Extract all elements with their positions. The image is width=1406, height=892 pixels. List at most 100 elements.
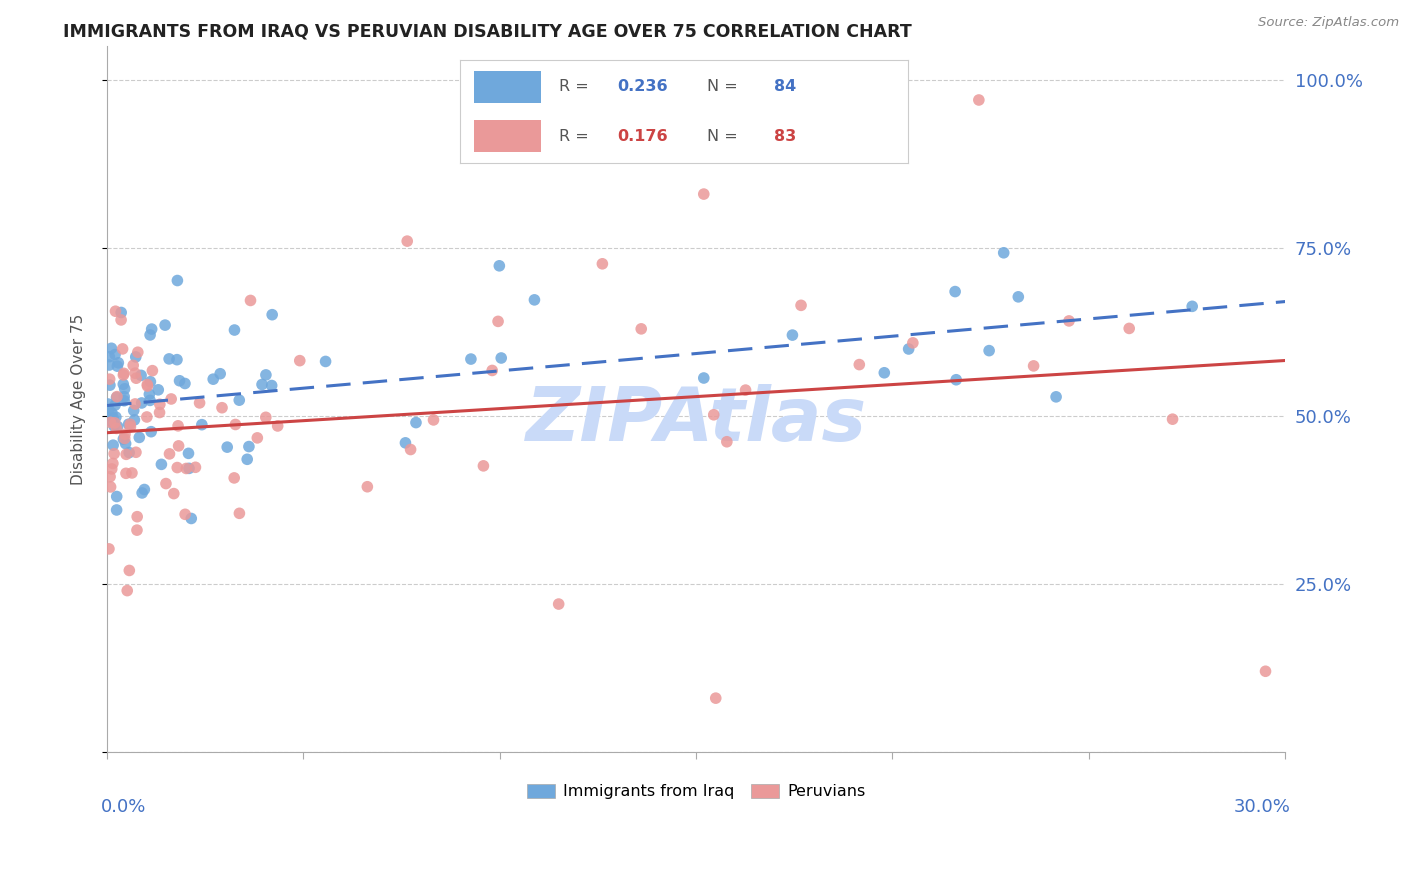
Point xyxy=(112,393,135,408)
Point xyxy=(481,363,503,377)
Text: Source: ZipAtlas.com: Source: ZipAtlas.com xyxy=(1258,16,1399,29)
Point xyxy=(124,397,146,411)
Point xyxy=(103,419,125,434)
Point xyxy=(224,471,246,485)
Point xyxy=(125,523,148,537)
Point xyxy=(188,396,211,410)
Point xyxy=(112,432,135,446)
Point xyxy=(104,304,127,318)
Point xyxy=(107,419,129,434)
Point xyxy=(399,442,422,457)
Point xyxy=(139,327,162,342)
Point xyxy=(873,366,896,380)
Point xyxy=(166,352,188,367)
Point xyxy=(110,313,132,327)
Point xyxy=(97,397,120,411)
Point xyxy=(98,350,121,364)
Point xyxy=(120,419,142,434)
Point xyxy=(98,414,121,428)
Point xyxy=(254,368,277,382)
Point xyxy=(124,366,146,380)
Point xyxy=(122,403,145,417)
Point xyxy=(101,406,124,420)
Point xyxy=(104,410,127,425)
Point xyxy=(180,511,202,525)
Point xyxy=(141,364,163,378)
Legend: Immigrants from Iraq, Peruvians: Immigrants from Iraq, Peruvians xyxy=(519,776,873,807)
Point xyxy=(129,368,152,383)
Point xyxy=(209,367,232,381)
Point xyxy=(288,353,311,368)
Point xyxy=(993,245,1015,260)
Point xyxy=(112,367,135,381)
Point xyxy=(125,445,148,459)
Point xyxy=(114,382,136,396)
Point xyxy=(125,371,148,385)
Point xyxy=(254,410,277,425)
Point xyxy=(211,401,233,415)
Point xyxy=(131,486,153,500)
Point xyxy=(315,354,337,368)
Point xyxy=(104,347,127,361)
Point xyxy=(489,351,512,365)
Point xyxy=(236,452,259,467)
Point xyxy=(107,356,129,370)
Point xyxy=(136,379,159,393)
Point xyxy=(153,318,176,332)
Text: IMMIGRANTS FROM IRAQ VS PERUVIAN DISABILITY AGE OVER 75 CORRELATION CHART: IMMIGRANTS FROM IRAQ VS PERUVIAN DISABIL… xyxy=(63,22,912,40)
Point xyxy=(1254,665,1277,679)
Point xyxy=(356,480,378,494)
Point xyxy=(139,393,162,408)
Point xyxy=(703,408,725,422)
Point xyxy=(262,308,284,322)
Point xyxy=(136,377,159,392)
Point xyxy=(101,438,124,452)
Point xyxy=(167,418,190,433)
Point xyxy=(103,447,125,461)
Text: 30.0%: 30.0% xyxy=(1234,797,1291,816)
Point xyxy=(174,376,197,391)
Point xyxy=(111,342,134,356)
Point xyxy=(167,439,190,453)
Point xyxy=(166,273,188,287)
Point xyxy=(174,461,197,475)
Point xyxy=(224,417,246,432)
Point xyxy=(127,509,149,524)
Point xyxy=(897,342,920,356)
Point xyxy=(157,351,180,366)
Point xyxy=(266,419,288,434)
Point xyxy=(115,447,138,461)
Point xyxy=(105,421,128,435)
Point xyxy=(115,467,138,481)
Point xyxy=(224,323,246,337)
Point xyxy=(246,431,269,445)
Point xyxy=(135,409,157,424)
Point xyxy=(396,234,419,248)
Point xyxy=(1181,299,1204,313)
Point xyxy=(127,345,149,359)
Point xyxy=(100,415,122,429)
Point xyxy=(228,506,250,520)
Point xyxy=(693,187,716,202)
Point xyxy=(103,411,125,425)
Point xyxy=(790,298,813,312)
Point xyxy=(122,359,145,373)
Point xyxy=(169,374,191,388)
Point xyxy=(166,460,188,475)
Y-axis label: Disability Age Over 75: Disability Age Over 75 xyxy=(72,313,86,484)
Point xyxy=(177,446,200,460)
Point xyxy=(105,391,128,405)
Point xyxy=(1057,314,1080,328)
Point xyxy=(239,293,262,308)
Text: 0.0%: 0.0% xyxy=(101,797,146,816)
Point xyxy=(901,335,924,350)
Point xyxy=(163,486,186,500)
Point xyxy=(1007,290,1029,304)
Point xyxy=(1022,359,1045,373)
Point xyxy=(124,413,146,427)
Point xyxy=(150,458,173,472)
Point xyxy=(97,403,120,417)
Point xyxy=(125,350,148,364)
Point xyxy=(228,393,250,408)
Point xyxy=(148,383,170,397)
